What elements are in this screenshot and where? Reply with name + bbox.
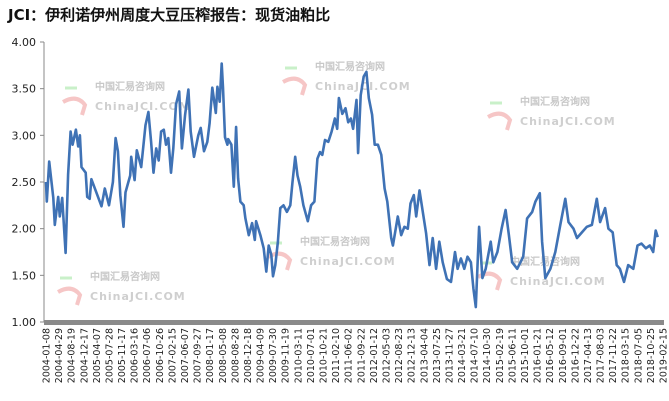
x-tick-label: 2014-10-30 bbox=[482, 328, 493, 383]
series bbox=[44, 62, 659, 309]
x-tick-label: 2005-07-28 bbox=[104, 328, 115, 383]
y-tick-label: 3.00 bbox=[12, 129, 37, 142]
x-tick-label: 2004-12-17 bbox=[79, 328, 90, 383]
watermark: 中国汇易咨询网 ChinaJCI.COM bbox=[57, 270, 186, 306]
x-tick-label: 2006-10-26 bbox=[155, 328, 166, 383]
watermark-text-cn: 中国汇易咨询网 bbox=[315, 60, 385, 73]
y-tick-label: 2.00 bbox=[12, 223, 37, 236]
x-tick-label: 2008-05-08 bbox=[218, 328, 229, 383]
x-tick-label: 2009-07-30 bbox=[268, 328, 279, 383]
x-tick-label: 2007-09-27 bbox=[193, 328, 204, 383]
x-tick-label: 2017-04-13 bbox=[583, 328, 594, 383]
x-tick-label: 2013-07-25 bbox=[432, 328, 443, 383]
x-tick-label: 2004-04-29 bbox=[54, 328, 65, 383]
watermark-logo-icon bbox=[282, 76, 308, 96]
x-tick-label: 2018-03-15 bbox=[621, 328, 632, 383]
x-tick-label: 2004-01-08 bbox=[42, 328, 53, 383]
watermark-logo-icon bbox=[477, 271, 503, 291]
x-tick-label: 2018-10-25 bbox=[646, 328, 657, 383]
x-tick-label: 2017-08-03 bbox=[596, 328, 607, 383]
x-tick-label: 2016-12-22 bbox=[570, 328, 581, 383]
y-tick-label: 1.00 bbox=[12, 316, 37, 329]
x-tick-label: 2010-07-01 bbox=[306, 328, 317, 383]
watermark-logo-icon bbox=[57, 286, 83, 306]
x-tick-label: 2012-05-03 bbox=[381, 328, 392, 383]
x-tick-label: 2013-04-04 bbox=[419, 328, 430, 383]
x-tick-label: 2012-12-13 bbox=[407, 328, 418, 383]
x-axis-line bbox=[44, 320, 664, 325]
x-tick-label: 2019-02-15 bbox=[659, 328, 669, 383]
watermarks: 中国汇易咨询网 ChinaJCI.COM 中国汇易咨询网 ChinaJCI.COM 中国… bbox=[57, 60, 616, 306]
x-tick-label: 2010-10-21 bbox=[319, 328, 330, 383]
watermark: 中国汇易咨询网 ChinaJCI.COM bbox=[267, 235, 396, 271]
x-tick-label: 2014-03-21 bbox=[457, 328, 468, 383]
y-tick-label: 4.00 bbox=[12, 36, 37, 49]
watermark: 中国汇易咨询网 ChinaJCI.COM bbox=[62, 80, 191, 116]
x-tick-label: 2016-09-01 bbox=[558, 328, 569, 383]
x-tick-label: 2011-06-02 bbox=[344, 328, 355, 383]
x-tick-label: 2018-07-05 bbox=[633, 328, 644, 383]
x-tick-label: 2009-11-19 bbox=[281, 328, 292, 383]
y-axis: 1.00 1.50 2.00 2.50 3.00 3.50 4.00 bbox=[12, 36, 45, 329]
x-axis: 2004-01-08 2004-04-29 2004-08-19 2004-12-17… bbox=[42, 320, 669, 383]
x-tick-label: 2004-08-19 bbox=[67, 328, 78, 383]
x-tick-label: 2017-11-22 bbox=[608, 328, 619, 383]
x-tick-label: 2012-08-23 bbox=[394, 328, 405, 383]
x-tick-label: 2016-05-12 bbox=[545, 328, 556, 383]
watermark-text-en: ChinaJCI.COM bbox=[95, 100, 191, 113]
x-tick-label: 2015-06-11 bbox=[507, 328, 518, 383]
watermark-text-cn: 中国汇易咨询网 bbox=[520, 95, 590, 108]
x-tick-label: 2005-04-07 bbox=[92, 328, 103, 383]
watermark-text-cn: 中国汇易咨询网 bbox=[95, 80, 165, 93]
watermark-text-en: ChinaJCI.COM bbox=[510, 275, 606, 288]
x-tick-label: 2011-02-10 bbox=[331, 328, 342, 383]
chart-title: JCI：伊利诺伊州周度大豆压榨报告：现货油粕比 bbox=[8, 6, 331, 24]
x-tick-label: 2016-01-21 bbox=[533, 328, 544, 383]
x-tick-label: 2009-04-09 bbox=[256, 328, 267, 383]
x-tick-label: 2006-07-06 bbox=[142, 328, 153, 383]
x-tick-label: 2010-03-11 bbox=[293, 328, 304, 383]
x-tick-label: 2005-11-17 bbox=[117, 328, 128, 383]
x-tick-label: 2008-12-18 bbox=[243, 328, 254, 383]
watermark-text-en: ChinaJCI.COM bbox=[520, 115, 616, 128]
watermark-text-cn: 中国汇易咨询网 bbox=[300, 235, 370, 248]
x-tick-label: 2008-01-17 bbox=[205, 328, 216, 383]
x-tick-label: 2015-02-19 bbox=[495, 328, 506, 383]
watermark-text-en: ChinaJCI.COM bbox=[300, 255, 396, 268]
x-tick-label: 2013-11-27 bbox=[444, 328, 455, 383]
x-tick-label: 2014-07-10 bbox=[470, 328, 481, 383]
y-tick-label: 2.50 bbox=[12, 176, 37, 189]
x-tick-label: 2007-06-07 bbox=[180, 328, 191, 383]
watermark-logo-icon bbox=[487, 111, 513, 131]
watermark-text-cn: 中国汇易咨询网 bbox=[90, 270, 160, 283]
x-tick-label: 2012-01-12 bbox=[369, 328, 380, 383]
x-tick-label: 2006-03-16 bbox=[130, 328, 141, 383]
x-tick-label: 2007-02-15 bbox=[167, 328, 178, 383]
y-tick-label: 3.50 bbox=[12, 83, 37, 96]
watermark-logo-icon bbox=[62, 96, 88, 116]
watermark-text-en: ChinaJCI.COM bbox=[90, 290, 186, 303]
x-tick-label: 2008-08-28 bbox=[230, 328, 241, 383]
watermark: 中国汇易咨询网 ChinaJCI.COM bbox=[487, 95, 616, 131]
x-tick-label: 2015-10-01 bbox=[520, 328, 531, 383]
x-tick-label: 2011-09-22 bbox=[356, 328, 367, 383]
y-tick-label: 1.50 bbox=[12, 269, 37, 282]
